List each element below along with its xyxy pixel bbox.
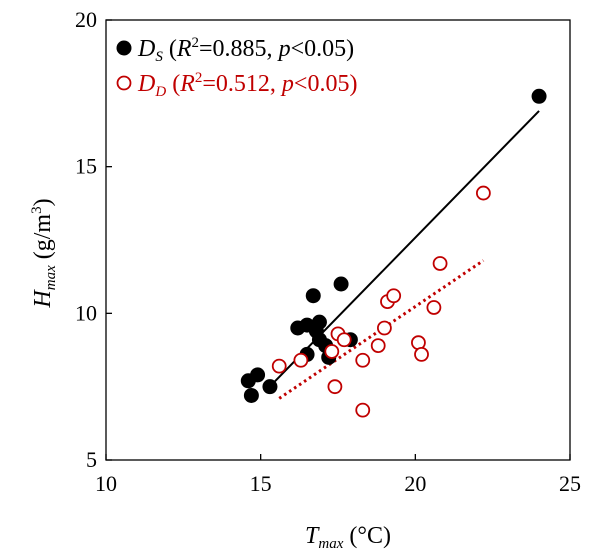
y-axis-title: Hmax (g/m3) bbox=[29, 198, 59, 308]
data-point-dd bbox=[271, 358, 287, 374]
x-axis-title: Tmax (°C) bbox=[305, 523, 391, 552]
data-point-ds bbox=[243, 387, 259, 403]
data-point-dd bbox=[355, 402, 371, 418]
data-point-dd bbox=[414, 346, 429, 362]
y-tick-label: 15 bbox=[75, 154, 97, 179]
legend-item-ds: DS (R2=0.885, p<0.05) bbox=[116, 35, 354, 65]
data-point-dd bbox=[386, 288, 402, 304]
axes bbox=[105, 19, 571, 461]
legend-marker-dd bbox=[116, 75, 132, 91]
y-tick-label: 20 bbox=[75, 7, 97, 32]
data-point-dd bbox=[426, 300, 442, 315]
data-point-dd bbox=[376, 320, 392, 336]
data-point-dd bbox=[432, 256, 448, 271]
legend: DS (R2=0.885, p<0.05) DD (R2=0.512, p<0.… bbox=[116, 35, 357, 100]
y-tick-label: 10 bbox=[75, 300, 97, 325]
data-point-dd bbox=[355, 352, 371, 368]
legend-marker-ds bbox=[116, 40, 132, 56]
data-point-ds bbox=[262, 379, 278, 395]
x-tick-label: 25 bbox=[559, 471, 581, 496]
trendline-ds bbox=[266, 110, 540, 391]
data-point-ds bbox=[250, 367, 266, 383]
data-point-dd bbox=[475, 185, 491, 201]
data-point-ds bbox=[311, 314, 327, 330]
data-point-ds bbox=[333, 276, 349, 292]
data-point-dd bbox=[327, 379, 343, 395]
x-tick-label: 10 bbox=[95, 471, 117, 496]
x-tick-label: 20 bbox=[404, 471, 426, 496]
data-point-ds bbox=[531, 88, 547, 104]
data-point-ds bbox=[305, 288, 321, 304]
data-point-dd bbox=[370, 338, 386, 354]
data-point-dd bbox=[324, 344, 340, 359]
data-point-dd bbox=[336, 332, 352, 348]
legend-label-ds: DS (R2=0.885, p<0.05) bbox=[137, 35, 354, 65]
trendlines bbox=[266, 110, 540, 400]
x-tick-label: 15 bbox=[250, 471, 272, 496]
legend-item-dd: DD (R2=0.512, p<0.05) bbox=[116, 70, 357, 100]
data-point-dd bbox=[293, 352, 309, 368]
legend-label-dd: DD (R2=0.512, p<0.05) bbox=[137, 70, 357, 100]
data-points bbox=[240, 88, 547, 418]
trendline-dd bbox=[278, 259, 485, 400]
y-tick-label: 5 bbox=[86, 447, 97, 472]
